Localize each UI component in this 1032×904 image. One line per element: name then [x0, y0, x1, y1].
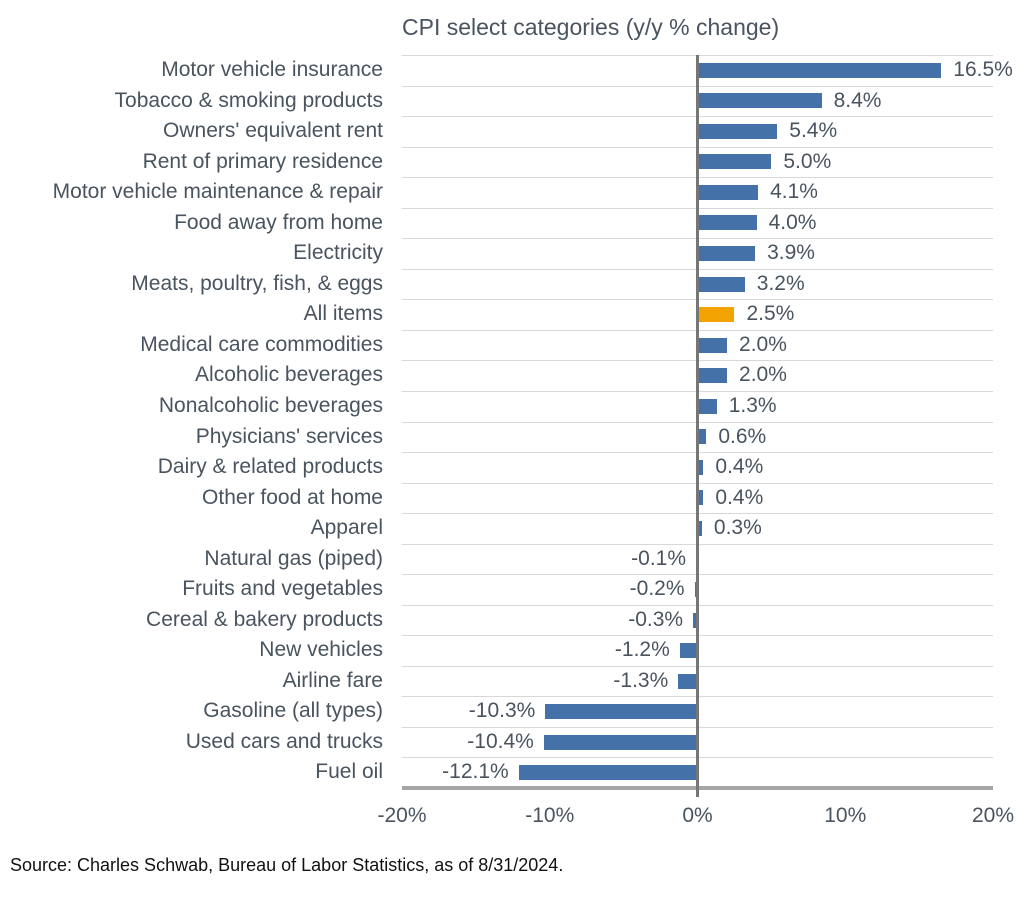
x-tick-label: 10%: [824, 804, 867, 827]
category-label: Motor vehicle maintenance & repair: [52, 180, 383, 204]
value-label: 5.4%: [789, 119, 838, 143]
category-label: Cereal & bakery products: [146, 607, 383, 631]
bar: [697, 459, 704, 475]
bar: [697, 246, 756, 262]
bar: [697, 337, 728, 353]
bar: [697, 398, 717, 414]
category-label: Natural gas (piped): [204, 546, 383, 570]
category-label: Alcoholic beverages: [195, 363, 383, 387]
value-label: -0.3%: [628, 607, 684, 631]
x-tick-label: 0%: [682, 804, 713, 827]
value-label: -12.1%: [442, 760, 509, 784]
category-label: Airline fare: [282, 668, 383, 692]
category-label: Other food at home: [202, 485, 383, 509]
value-label: 0.6%: [718, 424, 767, 448]
value-label: 4.1%: [770, 180, 818, 204]
bar: [697, 490, 704, 506]
value-label: -1.2%: [614, 638, 670, 662]
category-label: Nonalcoholic beverages: [158, 393, 383, 417]
value-label: 3.9%: [767, 241, 815, 265]
category-label: Fuel oil: [315, 760, 383, 784]
zero-axis-line: [696, 55, 699, 797]
value-label: 4.0%: [768, 210, 817, 234]
category-label: Tobacco & smoking products: [114, 88, 383, 112]
bar-highlight: [697, 307, 735, 323]
bar: [697, 123, 778, 139]
category-label: Rent of primary residence: [142, 149, 383, 173]
x-tick-label: -20%: [377, 804, 427, 827]
bar: [697, 215, 757, 231]
chart-title: CPI select categories (y/y % change): [402, 14, 780, 40]
value-label: -0.2%: [629, 577, 685, 601]
category-label: Electricity: [293, 241, 383, 265]
category-label: Physicians' services: [195, 424, 383, 448]
value-label: 2.0%: [739, 332, 787, 356]
bar: [697, 276, 745, 292]
x-tick-label: -10%: [525, 804, 575, 827]
bar: [543, 734, 698, 750]
bar: [697, 429, 707, 445]
bar: [679, 643, 698, 659]
value-label: 0.4%: [715, 485, 764, 509]
category-label: Food away from home: [174, 210, 383, 234]
bar: [518, 765, 698, 781]
category-label: Apparel: [310, 516, 383, 540]
category-label: Fruits and vegetables: [182, 577, 383, 601]
category-label: Used cars and trucks: [185, 729, 383, 753]
category-label: Medical care commodities: [140, 332, 383, 356]
value-label: 3.2%: [756, 271, 805, 295]
x-tick-label: 20%: [971, 804, 1015, 827]
bar: [693, 612, 698, 628]
category-label: Gasoline (all types): [203, 699, 383, 723]
source-note: Source: Charles Schwab, Bureau of Labor …: [10, 855, 564, 875]
value-label: -1.3%: [613, 668, 669, 692]
value-label: 2.5%: [746, 302, 795, 326]
bar: [697, 93, 822, 109]
value-label: -10.4%: [467, 729, 534, 753]
value-label: 2.0%: [739, 363, 787, 387]
bar: [697, 62, 942, 78]
category-label: Motor vehicle insurance: [161, 58, 383, 81]
category-label: New vehicles: [259, 638, 383, 662]
bar: [697, 154, 772, 170]
bar: [678, 673, 698, 689]
value-label: -0.1%: [631, 546, 686, 570]
value-label: 16.5%: [953, 58, 1013, 81]
category-label: Meats, poultry, fish, & eggs: [131, 271, 383, 295]
category-label: Owners' equivalent rent: [163, 119, 383, 143]
bar: [697, 184, 759, 200]
bar: [545, 704, 698, 720]
bar: [697, 520, 702, 536]
category-label: Dairy & related products: [157, 455, 383, 479]
category-label: All items: [303, 302, 383, 326]
value-label: 0.3%: [713, 516, 762, 540]
value-label: 1.3%: [728, 393, 777, 417]
value-label: 5.0%: [783, 149, 832, 173]
value-label: 0.4%: [715, 455, 764, 479]
bar: [697, 368, 728, 384]
value-label: -10.3%: [468, 699, 536, 723]
value-label: 8.4%: [833, 88, 882, 112]
